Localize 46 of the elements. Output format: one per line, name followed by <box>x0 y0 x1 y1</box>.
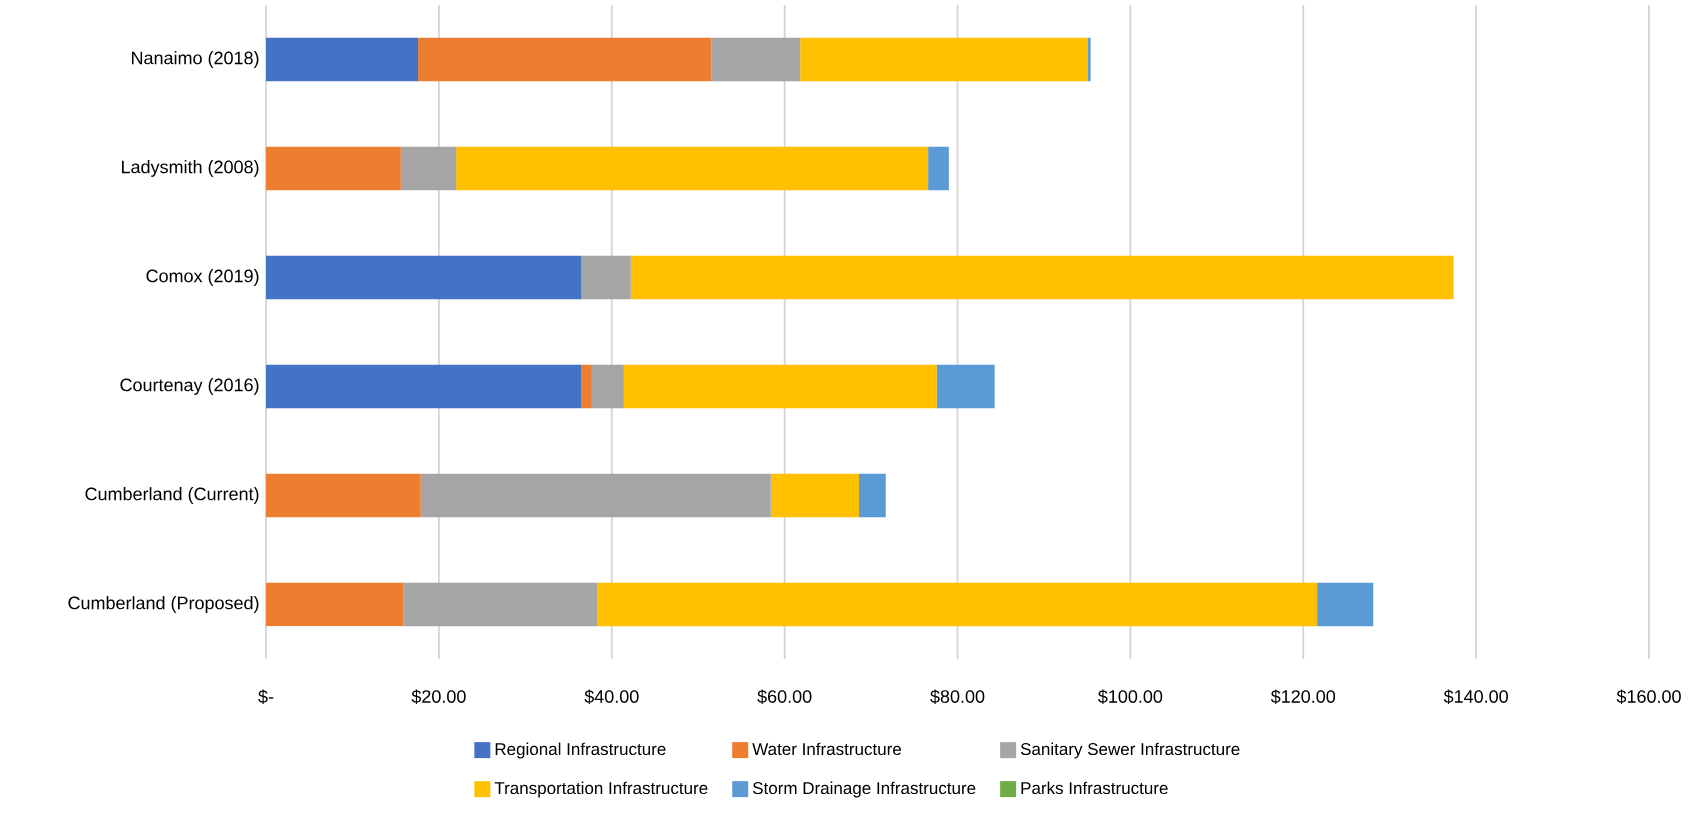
x-tick-label: $- <box>258 689 274 704</box>
bar <box>858 473 886 518</box>
bar <box>420 473 771 518</box>
legend-label: Regional Infrastructure <box>495 742 666 759</box>
x-tick-label: $60.00 <box>757 689 812 704</box>
bar <box>400 146 457 191</box>
bar <box>266 37 419 82</box>
bar <box>266 582 404 627</box>
legend-label: Transportation Infrastructure <box>494 781 708 798</box>
bar <box>581 255 631 300</box>
x-tick-label: $140.00 <box>1443 689 1508 704</box>
x-tick-label: $100.00 <box>1098 689 1163 704</box>
bar <box>266 364 582 409</box>
legend-label: Storm Drainage Infrastructure <box>752 781 976 798</box>
bar <box>591 364 624 409</box>
legend-label: Sanitary Sewer Infrastructure <box>1020 742 1240 759</box>
bar <box>936 364 995 409</box>
legend-label: Water Infrastructure <box>752 742 901 756</box>
x-tick-label: $20.00 <box>411 689 466 704</box>
x-tick-label: $80.00 <box>930 689 985 704</box>
legend-label: Parks Infrastructure <box>1021 781 1168 795</box>
y-tick-label: Nanaimo (2018) <box>132 51 259 68</box>
y-tick-label: Cumberland (Current) <box>85 487 259 504</box>
y-tick-label: Cumberland (Proposed) <box>68 596 259 613</box>
bar <box>597 582 1318 627</box>
bar <box>418 37 712 82</box>
x-tick-label: $160.00 <box>1616 689 1681 704</box>
bar <box>266 146 401 191</box>
bar <box>623 364 937 409</box>
bar <box>630 255 1454 300</box>
bar <box>581 364 592 409</box>
y-tick-label: Ladysmith (2008) <box>122 160 259 177</box>
bar <box>928 146 949 191</box>
bar <box>770 473 859 518</box>
y-tick-label: Courtenay (2016) <box>120 378 259 395</box>
bar <box>456 146 929 191</box>
y-tick-label: Comox (2019) <box>146 269 259 286</box>
bar <box>266 255 582 300</box>
bar <box>266 473 421 518</box>
bar <box>1088 37 1091 82</box>
x-tick-label: $120.00 <box>1270 689 1336 704</box>
bar <box>403 582 598 627</box>
x-tick-label: $40.00 <box>584 689 639 704</box>
bar <box>1317 582 1374 627</box>
bar <box>800 37 1089 82</box>
bar <box>711 37 801 82</box>
